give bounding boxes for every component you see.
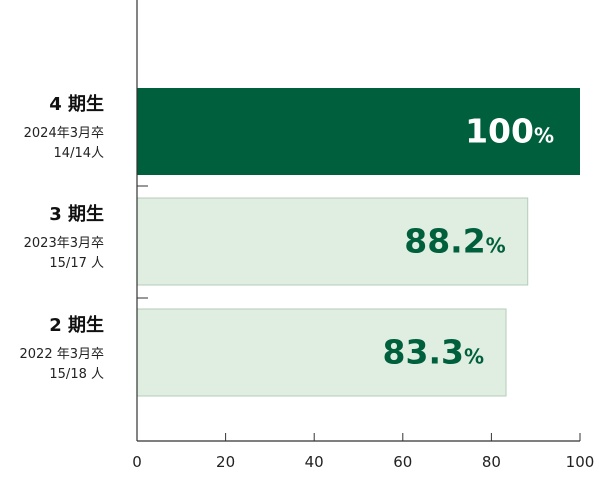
category-name: 2 期生 xyxy=(49,314,104,336)
category-detail: 2023年3月卒 xyxy=(24,236,104,251)
x-tick-label: 0 xyxy=(132,453,142,471)
x-tick-label: 80 xyxy=(482,453,501,471)
category-labels: 4 期生 2024年3月卒 14/14人 3 期生 2023年3月卒 15/17 人 2 期… xyxy=(20,93,105,382)
value-labels: 100%88.2%83.3% xyxy=(383,112,554,372)
data-label-value: 100 xyxy=(465,112,534,151)
x-tick-label: 100 xyxy=(566,453,595,471)
category-detail: 2022 年3月卒 xyxy=(20,347,105,362)
data-label-value: 83.3 xyxy=(383,333,464,372)
category-name: 3 期生 xyxy=(49,203,104,225)
axes: 0 20 40 60 80 100 xyxy=(132,0,594,471)
category-detail: 15/17 人 xyxy=(49,256,104,271)
bar xyxy=(136,308,507,397)
data-label: 100% xyxy=(465,112,554,151)
data-label-unit: % xyxy=(464,345,484,369)
data-label-value: 88.2 xyxy=(404,222,485,261)
data-label-unit: % xyxy=(486,234,506,258)
data-label: 88.2% xyxy=(404,222,505,261)
x-tick-label: 60 xyxy=(393,453,412,471)
category-name: 4 期生 xyxy=(49,93,104,115)
bar xyxy=(136,197,529,286)
category-detail: 14/14人 xyxy=(54,146,104,161)
x-tick-label: 20 xyxy=(216,453,235,471)
data-label: 83.3% xyxy=(383,333,484,372)
bar xyxy=(137,88,580,175)
x-tick-label: 40 xyxy=(305,453,324,471)
data-label-unit: % xyxy=(534,124,554,148)
bars-layer xyxy=(136,88,580,397)
category-detail: 2024年3月卒 xyxy=(24,126,104,141)
category-detail: 15/18 人 xyxy=(49,367,104,382)
